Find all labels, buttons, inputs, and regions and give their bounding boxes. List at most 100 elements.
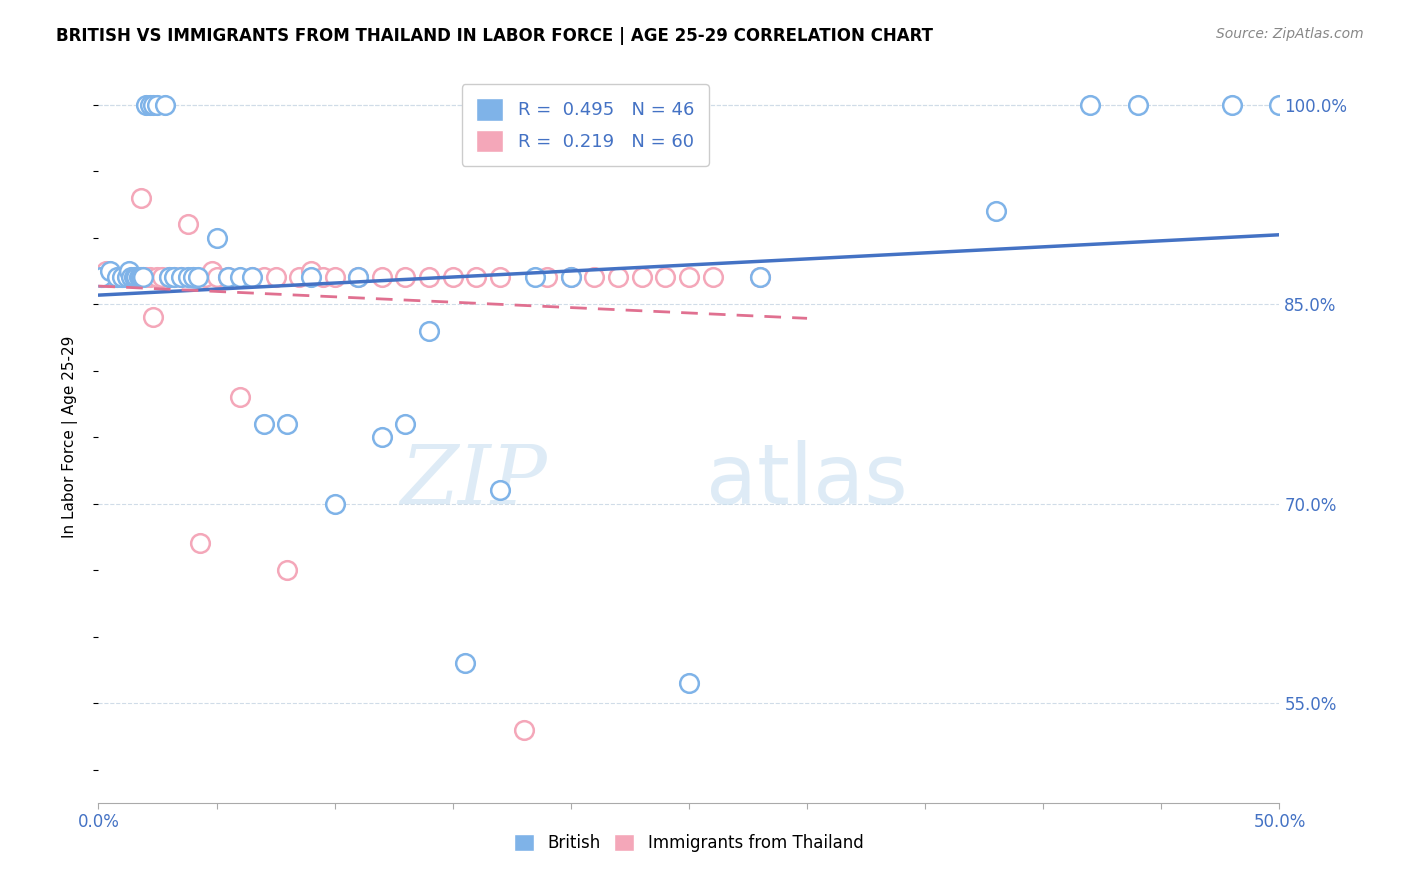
Point [118,264,141,278]
Point [299,264,322,278]
Point [1080,97,1102,112]
Point [201,264,224,278]
Point [112,270,135,285]
Point [583,270,606,285]
Point [188,536,211,550]
Text: atlas: atlas [706,441,908,522]
Point [347,270,370,285]
Point [98,270,121,285]
Point [153,97,176,112]
Point [104,270,127,285]
Point [748,270,770,285]
Point [441,270,464,285]
Point [111,270,134,285]
Point [465,270,488,285]
Point [418,270,440,285]
Point [125,270,148,285]
Point [489,483,512,498]
Point [560,270,582,285]
Point [181,270,204,285]
Point [678,270,700,285]
Point [984,204,1007,219]
Point [181,270,204,285]
Point [536,270,558,285]
Point [122,270,145,285]
Point [91,270,114,285]
Point [394,270,416,285]
Point [217,270,239,285]
Point [276,417,298,431]
Text: Source: ZipAtlas.com: Source: ZipAtlas.com [1216,27,1364,41]
Point [122,270,145,285]
Text: ZIP: ZIP [401,441,547,521]
Point [105,270,128,285]
Point [489,270,512,285]
Point [177,217,200,231]
Point [146,97,169,112]
Point [1268,97,1291,112]
Point [630,270,652,285]
Point [253,417,276,431]
Point [101,270,124,285]
Point [115,270,138,285]
Point [128,270,150,285]
Point [90,270,112,285]
Point [111,270,134,285]
Point [288,270,311,285]
Point [132,270,155,285]
Point [323,497,346,511]
Point [240,270,263,285]
Point [115,270,138,285]
Text: BRITISH VS IMMIGRANTS FROM THAILAND IN LABOR FORCE | AGE 25-29 CORRELATION CHART: BRITISH VS IMMIGRANTS FROM THAILAND IN L… [56,27,934,45]
Point [229,390,252,404]
Point [512,723,534,737]
Point [118,270,141,285]
Point [607,270,630,285]
Point [229,270,252,285]
Point [97,270,120,285]
Point [94,264,117,278]
Point [142,97,165,112]
Point [135,97,157,112]
Point [253,270,276,285]
Point [142,310,165,325]
Point [654,270,676,285]
Point [187,270,209,285]
Point [323,270,346,285]
Point [135,270,157,285]
Point [163,270,186,285]
Point [163,270,186,285]
Point [560,270,582,285]
Point [371,270,394,285]
Point [371,430,394,444]
Point [121,270,143,285]
Y-axis label: In Labor Force | Age 25-29: In Labor Force | Age 25-29 [62,336,77,538]
Point [748,270,770,285]
Point [194,270,217,285]
Point [205,230,228,244]
Point [678,676,700,690]
Point [139,270,162,285]
Point [139,97,162,112]
Point [170,270,193,285]
Point [299,270,322,285]
Point [121,270,143,285]
Point [217,270,239,285]
Point [394,417,416,431]
Legend: British, Immigrants from Thailand: British, Immigrants from Thailand [506,825,872,860]
Point [264,270,287,285]
Point [129,191,152,205]
Point [702,270,724,285]
Point [177,270,200,285]
Point [312,270,335,285]
Point [347,270,370,285]
Point [98,264,121,278]
Point [453,656,475,670]
Point [1220,97,1243,112]
Point [205,270,228,285]
Point [240,270,263,285]
Point [157,270,180,285]
Point [524,270,547,285]
Point [150,270,173,285]
Point [90,270,112,285]
